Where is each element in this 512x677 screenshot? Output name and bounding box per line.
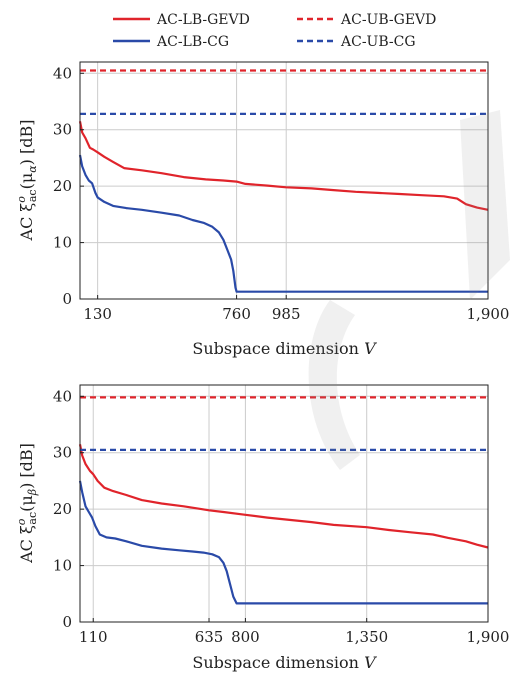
grid-bottom <box>80 385 489 623</box>
x-tick-label: 1,350 <box>345 628 388 646</box>
legend-entry-lb-gevd: AC-LB-GEVD <box>113 12 250 28</box>
y-tick-label: 20 <box>53 177 72 195</box>
y-tick-label: 10 <box>53 557 72 575</box>
legend-label: AC-UB-GEVD <box>340 12 436 28</box>
y-tick-label: 0 <box>62 290 72 308</box>
series-line-ac-lb-cg <box>78 480 488 605</box>
plot-frame-bottom <box>79 384 489 623</box>
y-tick-label: 10 <box>53 234 72 252</box>
legend-entry-ub-gevd: AC-UB-GEVD <box>297 12 436 28</box>
legend-entry-ub-cg: AC-UB-CG <box>297 34 416 50</box>
y-tick-label: 30 <box>53 121 72 139</box>
y-tick-label: 40 <box>53 64 72 82</box>
x-axis-label-top: Subspace dimension V <box>192 339 377 358</box>
x-tick-label: 760 <box>222 305 251 323</box>
y-tick-label: 20 <box>53 500 72 518</box>
y-axis-label-top: AC ξoac(μα) [dB] <box>15 120 39 242</box>
grid-top <box>80 62 489 300</box>
chart-bottom: 110 635 800 1,350 1,900 0 10 20 30 40 Subspace di… <box>15 384 510 672</box>
watermark-shape <box>308 110 510 470</box>
legend-label: AC-LB-GEVD <box>156 12 250 28</box>
series-line-ac-lb-gevd <box>78 444 489 549</box>
x-tick-label: 985 <box>272 305 301 323</box>
series-line-ac-lb-gevd <box>78 121 489 211</box>
series-bottom <box>78 396 489 605</box>
y-tick-label: 30 <box>53 444 72 462</box>
x-tick-label: 800 <box>231 628 260 646</box>
legend-label: AC-UB-CG <box>340 34 416 50</box>
y-tick-label: 0 <box>62 613 72 631</box>
plot-frame-top <box>79 61 489 300</box>
legend-entry-lb-cg: AC-LB-CG <box>113 34 229 50</box>
legend-label: AC-LB-CG <box>156 34 229 50</box>
series-line-ac-lb-cg <box>78 154 488 293</box>
ticks-bottom: 110 635 800 1,350 1,900 0 10 20 30 40 <box>53 387 510 646</box>
series-top <box>78 69 489 293</box>
x-tick-label: 110 <box>79 628 108 646</box>
legend: AC-LB-GEVD AC-UB-GEVD AC-LB-CG AC-UB-CG <box>113 12 436 50</box>
x-axis-label-bottom: Subspace dimension V <box>192 653 377 672</box>
x-tick-label: 1,900 <box>467 628 510 646</box>
chart-top: 130 760 985 1,900 0 10 20 30 40 Subspace dimensi… <box>15 61 510 358</box>
ticks-top: 130 760 985 1,900 0 10 20 30 40 <box>53 64 510 323</box>
y-axis-label-bottom: AC ξoac(μβ) [dB] <box>15 443 39 564</box>
x-tick-label: 1,900 <box>467 305 510 323</box>
y-tick-label: 40 <box>53 387 72 405</box>
x-tick-label: 635 <box>195 628 224 646</box>
x-tick-label: 130 <box>83 305 112 323</box>
